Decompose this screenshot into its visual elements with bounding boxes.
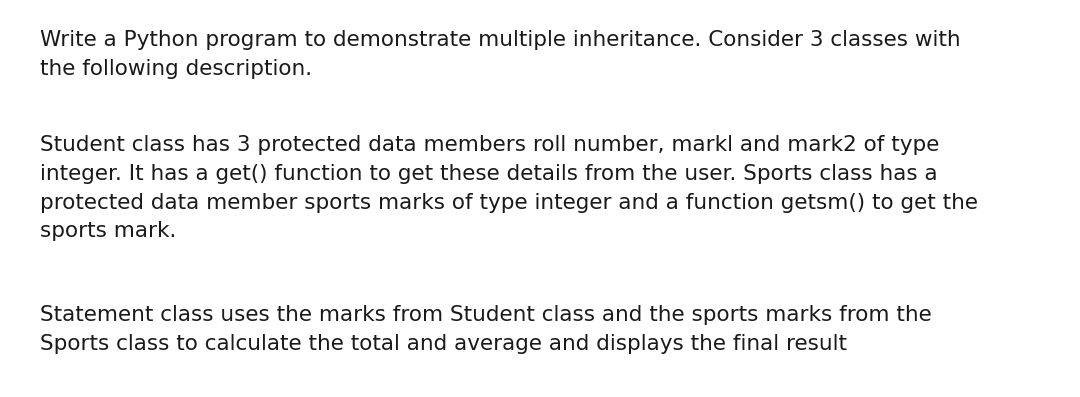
Text: Write a Python program to demonstrate multiple inheritance. Consider 3 classes w: Write a Python program to demonstrate mu… bbox=[40, 30, 960, 79]
Text: Student class has 3 protected data members roll number, markl and mark2 of type
: Student class has 3 protected data membe… bbox=[40, 135, 978, 241]
Text: Statement class uses the marks from Student class and the sports marks from the
: Statement class uses the marks from Stud… bbox=[40, 305, 932, 354]
